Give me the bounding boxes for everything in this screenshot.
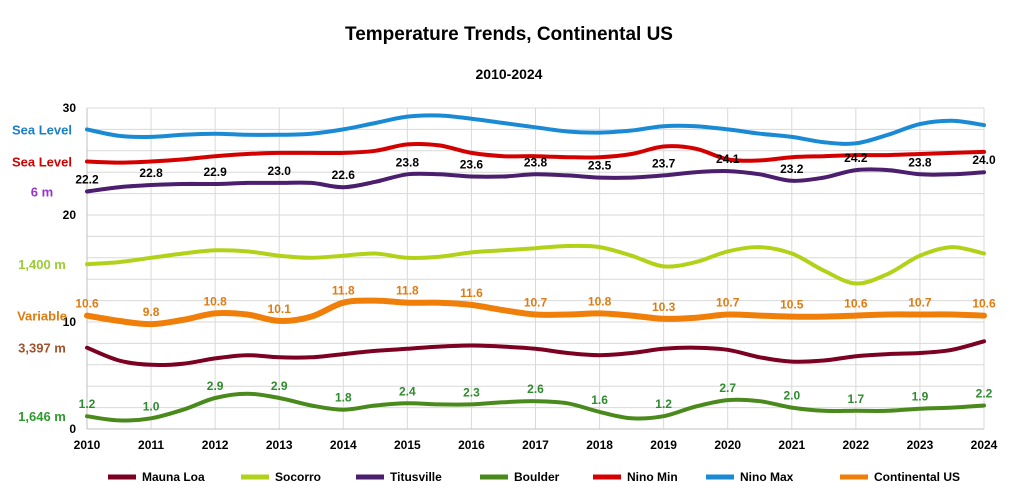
data-label-continental-us: 10.7: [908, 296, 932, 310]
series-line-continental-us: [84, 297, 987, 328]
series-line-nino-min: [85, 141, 986, 165]
x-tick-label: 2017: [522, 438, 549, 452]
data-label-continental-us: 10.5: [780, 298, 804, 312]
legend-label-nino-min: Nino Min: [627, 470, 678, 484]
plot-grid: [86, 107, 985, 430]
data-label-titusville: 23.2: [780, 162, 804, 176]
y-tick-label: 20: [63, 208, 77, 222]
x-axis-ticks: 2010 2011 2012 2013 2014 2015 2016 2017 2018 2019…: [74, 438, 998, 452]
series-line-socorro: [85, 243, 986, 286]
data-label-continental-us: 11.6: [460, 286, 483, 300]
data-labels: 22.2 22.8 22.9 23.0 22.6 23.8 23.6 23.8 23.5 23.7…: [75, 151, 996, 413]
data-label-boulder: 1.2: [655, 397, 672, 411]
x-tick-label: 2020: [714, 438, 741, 452]
data-label-titusville: 22.8: [139, 166, 163, 180]
x-tick-label: 2011: [138, 438, 164, 452]
data-label-continental-us: 9.8: [143, 305, 160, 319]
data-label-boulder: 2.2: [976, 386, 993, 400]
x-tick-label: 2010: [74, 438, 101, 452]
series-side-labels: 3,397 m 1,400 m 6 m 1,646 m Sea Level Sea Lev…: [12, 122, 72, 424]
data-label-titusville: 23.5: [588, 159, 612, 173]
series-line-mauna-loa: [85, 339, 986, 367]
x-tick-label: 2018: [586, 438, 613, 452]
x-tick-label: 2019: [650, 438, 677, 452]
data-label-boulder: 1.9: [912, 390, 929, 404]
data-label-titusville: 24.1: [716, 152, 740, 166]
data-label-titusville: 23.8: [524, 155, 548, 169]
chart-legend: Mauna Loa Socorro Titusville Boulder Nino Mi…: [108, 470, 960, 484]
data-label-titusville: 22.9: [203, 165, 227, 179]
data-label-titusville: 22.2: [75, 172, 99, 186]
legend-label-boulder: Boulder: [514, 470, 560, 484]
data-label-continental-us: 10.7: [524, 296, 548, 310]
data-label-continental-us: 11.8: [332, 284, 355, 298]
legend-label-nino-max: Nino Max: [740, 470, 794, 484]
data-label-boulder: 1.8: [335, 391, 352, 405]
y-tick-label: 10: [63, 315, 77, 329]
x-tick-label: 2016: [458, 438, 485, 452]
side-label-socorro: 1,400 m: [18, 257, 66, 272]
series-lines: [84, 113, 987, 423]
data-label-titusville: 23.6: [460, 157, 484, 171]
data-label-titusville: 24.2: [844, 151, 868, 165]
x-tick-label: 2015: [394, 438, 421, 452]
side-label-nino-min: Sea Level: [12, 155, 72, 170]
side-label-nino-max: Sea Level: [12, 122, 72, 137]
data-label-continental-us: 10.6: [972, 297, 996, 311]
y-tick-label: 30: [63, 101, 77, 115]
x-tick-label: 2022: [843, 438, 870, 452]
data-label-titusville: 23.8: [908, 155, 932, 169]
data-label-boulder: 2.4: [399, 384, 416, 398]
data-label-titusville: 24.0: [972, 153, 996, 167]
y-tick-label: 0: [69, 422, 76, 436]
legend-label-continental-us: Continental US: [874, 470, 960, 484]
x-tick-label: 2023: [907, 438, 934, 452]
data-label-boulder: 2.6: [527, 382, 544, 396]
x-tick-label: 2013: [266, 438, 293, 452]
data-label-titusville: 22.6: [332, 168, 356, 182]
side-label-continental-us: Variable: [17, 309, 67, 324]
data-label-continental-us: 10.8: [203, 294, 227, 308]
y-axis-ticks: 0 10 20 30: [63, 101, 77, 436]
legend-label-titusville: Titusville: [390, 470, 442, 484]
chart-subtitle: 2010-2024: [476, 66, 543, 82]
data-label-continental-us: 10.7: [716, 296, 740, 310]
data-label-boulder: 2.9: [207, 379, 224, 393]
data-label-continental-us: 11.8: [396, 284, 419, 298]
data-label-continental-us: 10.8: [588, 294, 612, 308]
data-label-boulder: 1.0: [143, 399, 160, 413]
side-label-boulder: 1,646 m: [18, 409, 66, 424]
x-tick-label: 2021: [778, 438, 805, 452]
data-label-boulder: 1.2: [79, 397, 96, 411]
series-line-nino-max: [85, 113, 986, 146]
data-label-boulder: 2.9: [271, 379, 288, 393]
legend-label-socorro: Socorro: [275, 470, 321, 484]
data-label-boulder: 1.7: [848, 392, 865, 406]
x-tick-label: 2024: [971, 438, 998, 452]
chart-title: Temperature Trends, Continental US: [345, 24, 673, 45]
x-tick-label: 2012: [202, 438, 229, 452]
series-line-titusville: [85, 167, 986, 194]
data-label-continental-us: 10.6: [844, 297, 868, 311]
data-label-continental-us: 10.3: [652, 300, 676, 314]
legend-label-mauna-loa: Mauna Loa: [142, 470, 205, 484]
data-label-boulder: 2.7: [719, 381, 736, 395]
x-tick-label: 2014: [330, 438, 357, 452]
data-label-titusville: 23.8: [396, 155, 420, 169]
data-label-boulder: 1.6: [591, 393, 608, 407]
data-label-continental-us: 10.1: [268, 302, 292, 316]
data-label-boulder: 2.3: [463, 385, 480, 399]
side-label-titusville: 6 m: [31, 184, 53, 199]
data-label-titusville: 23.0: [268, 164, 292, 178]
series-line-boulder: [85, 391, 986, 423]
side-label-mauna-loa: 3,397 m: [18, 341, 66, 356]
data-label-boulder: 2.0: [783, 389, 800, 403]
data-label-continental-us: 10.6: [75, 297, 99, 311]
data-label-titusville: 23.7: [652, 156, 676, 170]
